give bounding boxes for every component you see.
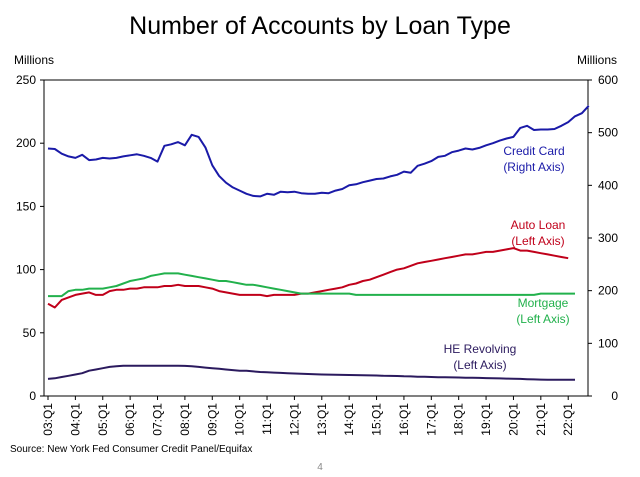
chart-title: Number of Accounts by Loan Type [129, 12, 511, 40]
x-axis-tick-label: 03:Q1 [41, 403, 55, 436]
series-label-line: (Left Axis) [516, 312, 569, 326]
series-label-credit-card: Credit Card (Right Axis) [503, 144, 564, 174]
x-axis-tick-label: 21:Q1 [534, 403, 548, 436]
x-axis-tick-label: 04:Q1 [68, 403, 82, 436]
x-axis-tick-label: 14:Q1 [342, 403, 356, 436]
x-axis-tick-label: 16:Q1 [397, 403, 411, 436]
right-axis-tick-label: 100 [598, 336, 618, 350]
x-axis-tick-label: 15:Q1 [370, 403, 384, 436]
x-axis-tick-label: 06:Q1 [123, 403, 137, 436]
series-label-line: Credit Card [503, 144, 564, 158]
left-axis-tick-label: 50 [23, 326, 37, 340]
right-axis-tick-label: 500 [598, 126, 618, 140]
series-label-line: (Left Axis) [511, 234, 564, 248]
series-label-auto-loan: Auto Loan (Left Axis) [511, 218, 566, 248]
right-axis-tick-label: 400 [598, 178, 618, 192]
series-label-line: Auto Loan [511, 218, 566, 232]
page-number: 4 [317, 462, 323, 473]
series-label-line: HE Revolving [444, 342, 517, 356]
right-axis-unit-label: Millions [577, 53, 618, 67]
x-axis-tick-label: 12:Q1 [287, 403, 301, 436]
series-line-credit-card [47, 105, 590, 198]
series-label-line: (Left Axis) [453, 358, 506, 372]
series-label-line: (Right Axis) [503, 160, 564, 174]
x-axis-tick-label: 19:Q1 [479, 403, 493, 436]
x-axis-tick-label: 09:Q1 [205, 403, 219, 436]
source-note: Source: New York Fed Consumer Credit Pan… [10, 444, 253, 455]
series-line-auto-loan [47, 247, 569, 309]
right-axis-tick-label: 0 [611, 389, 618, 403]
left-axis-tick-label: 200 [16, 136, 36, 150]
series-label-he-revolving: HE Revolving (Left Axis) [444, 342, 517, 372]
right-axis-tick-label: 300 [598, 231, 618, 245]
right-axis-tick-label: 200 [598, 284, 618, 298]
x-axis-tick-label: 20:Q1 [506, 403, 520, 436]
x-axis-tick-label: 05:Q1 [96, 403, 110, 436]
x-axis-tick-label: 08:Q1 [178, 403, 192, 436]
x-axis-tick-label: 11:Q1 [260, 403, 274, 435]
left-axis-tick-label: 250 [16, 73, 36, 87]
series-line-he-revolving [47, 364, 575, 381]
x-axis-tick-label: 18:Q1 [452, 403, 466, 436]
x-axis-tick-label: 10:Q1 [233, 403, 247, 436]
x-axis-tick-label: 13:Q1 [315, 403, 329, 436]
right-axis-tick-label: 600 [598, 73, 618, 87]
series-line-mortgage [48, 272, 575, 298]
series-label-line: Mortgage [518, 296, 569, 310]
left-axis-tick-label: 150 [16, 199, 36, 213]
left-axis-tick-label: 100 [16, 263, 36, 277]
left-axis-unit-label: Millions [14, 53, 55, 67]
x-axis-tick-label: 07:Q1 [151, 403, 165, 436]
x-axis-tick-label: 17:Q1 [424, 403, 438, 436]
x-axis-tick-label: 22:Q1 [561, 403, 575, 436]
left-axis-tick-label: 0 [29, 389, 36, 403]
series-label-mortgage: Mortgage (Left Axis) [516, 296, 569, 326]
